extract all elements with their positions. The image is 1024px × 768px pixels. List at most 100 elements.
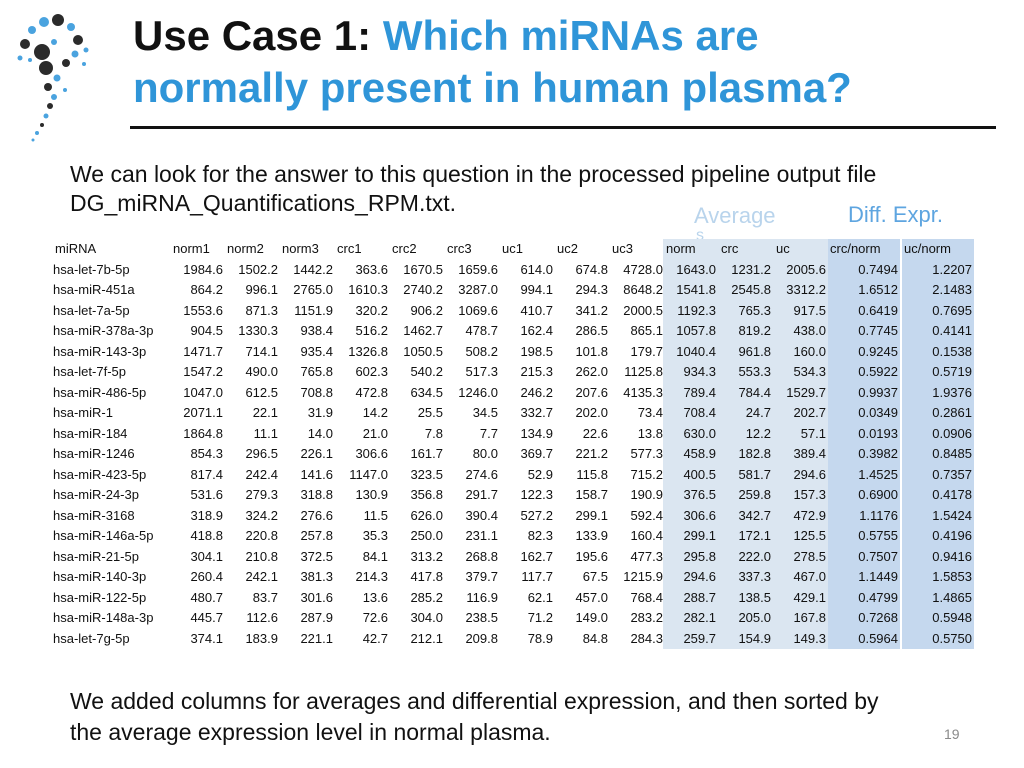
table-cell: 768.4 (630, 589, 663, 605)
table-cell: 183.9 (245, 630, 278, 646)
table-row: hsa-miR-3168 318.9 324.2 276.6 11.5 626.0 390.… (50, 505, 974, 526)
table-cell: 1246.0 (458, 384, 498, 400)
table-cell: 708.4 (663, 403, 718, 424)
table-cell: 1047.0 (183, 384, 223, 400)
table-cell: 429.1 (773, 587, 828, 608)
table-cell: 1529.7 (773, 382, 828, 403)
table-cell: 490.0 (245, 364, 278, 379)
table-cell: 205.0 (718, 608, 773, 629)
table-cell: 864.2 (190, 282, 223, 297)
table-cell: 996.1 (245, 282, 278, 297)
table-cell: 410.7 (520, 302, 553, 318)
mirna-name-cell: hsa-miR-378a-3p (53, 323, 154, 338)
table-cell: 67.5 (582, 569, 608, 584)
table-cell: 0.4196 (902, 526, 974, 547)
table-cell: 141.6 (300, 466, 333, 482)
table-row: hsa-miR-24-3p 531.6 279.3 318.8 130.9 356.8 29… (50, 485, 974, 506)
table-cell: 221.1 (300, 630, 333, 646)
table-row: hsa-let-7f-5p 1547.2 490.0 765.8 602.3 540.2 5… (50, 362, 974, 383)
table-cell: 531.6 (190, 487, 223, 502)
title-divider (130, 126, 996, 129)
table-row: hsa-miR-148a-3p 445.7 112.6 287.9 72.6 304.0 2… (50, 608, 974, 629)
table-cell: 4728.0 (623, 261, 663, 277)
table-cell: 871.3 (245, 302, 278, 318)
table-cell: 1462.7 (403, 323, 443, 338)
table-cell: 467.0 (773, 567, 828, 588)
column-header: norm3 (282, 241, 319, 256)
table-header-row: miRNA norm1 norm2 norm3 crc1 crc2 crc3 uc1 uc2 uc… (50, 239, 974, 260)
table-cell: 1.9376 (902, 382, 974, 403)
table-cell: 134.9 (520, 425, 553, 441)
table-cell: 0.3982 (828, 444, 900, 465)
table-cell: 1.2207 (902, 259, 974, 280)
table-cell: 614.0 (520, 261, 553, 277)
table-cell: 306.6 (663, 505, 718, 526)
intro-line-2: DG_miRNA_Quantifications_RPM.txt. (70, 190, 457, 216)
table-cell: 288.7 (663, 587, 718, 608)
table-cell: 381.3 (300, 569, 333, 584)
table-cell: 906.2 (410, 302, 443, 318)
table-cell: 246.2 (520, 384, 553, 400)
table-cell: 817.4 (190, 466, 223, 482)
table-cell: 0.8485 (902, 444, 974, 465)
table-cell: 262.0 (575, 364, 608, 379)
table-cell: 2765.0 (293, 282, 333, 297)
table-cell: 161.7 (410, 446, 443, 461)
table-cell: 1231.2 (718, 259, 773, 280)
page-number: 19 (944, 726, 960, 742)
mirna-name-cell: hsa-miR-486-5p (53, 384, 147, 400)
table-cell: 445.7 (190, 610, 223, 625)
table-cell: 904.5 (190, 323, 223, 338)
table-cell: 1984.6 (183, 261, 223, 277)
table-cell: 1471.7 (183, 343, 223, 359)
table-cell: 34.5 (472, 405, 498, 420)
table-cell: 477.3 (630, 548, 663, 564)
mirna-name-cell: hsa-miR-3168 (53, 507, 135, 523)
table-cell: 634.5 (410, 384, 443, 400)
column-header: norm (663, 239, 718, 260)
table-cell: 306.6 (355, 446, 388, 461)
table-row: hsa-let-7b-5p 1984.6 1502.2 1442.2 363.6 1670… (50, 259, 974, 280)
column-header: uc/norm (902, 239, 974, 260)
table-cell: 1040.4 (663, 341, 718, 362)
table-cell: 765.8 (300, 364, 333, 379)
table-cell: 630.0 (663, 423, 718, 444)
table-cell: 167.8 (773, 608, 828, 629)
table-cell: 296.5 (245, 446, 278, 461)
table-cell: 1.4865 (902, 587, 974, 608)
table-cell: 472.9 (773, 505, 828, 526)
table-cell: 279.3 (245, 487, 278, 502)
table-cell: 291.7 (465, 487, 498, 502)
table-cell: 1330.3 (238, 323, 278, 338)
table-cell: 534.3 (773, 362, 828, 383)
column-header: uc3 (612, 241, 633, 256)
table-cell: 1643.0 (663, 259, 718, 280)
table-cell: 323.5 (410, 466, 443, 482)
table-cell: 285.2 (410, 589, 443, 605)
table-cell: 259.8 (718, 485, 773, 506)
table-cell: 3287.0 (458, 282, 498, 297)
table-cell: 1541.8 (663, 280, 718, 301)
table-cell: 0.1538 (902, 341, 974, 362)
table-cell: 480.7 (190, 589, 223, 605)
table-cell: 299.1 (575, 507, 608, 523)
table-cell: 0.5719 (902, 362, 974, 383)
averages-group-header: Average s (694, 203, 776, 244)
table-row: hsa-let-7a-5p 1553.6 871.3 1151.9 320.2 906.2… (50, 300, 974, 321)
table-cell: 294.6 (663, 567, 718, 588)
table-cell: 994.1 (520, 282, 553, 297)
table-cell: 854.3 (190, 446, 223, 461)
table-cell: 865.1 (630, 323, 663, 338)
table-cell: 215.3 (520, 364, 553, 379)
table-cell: 25.5 (417, 405, 443, 420)
table-cell: 356.8 (410, 487, 443, 502)
table-cell: 7.7 (479, 425, 498, 441)
table-cell: 149.3 (773, 628, 828, 649)
table-cell: 1553.6 (183, 302, 223, 318)
mirna-name-cell: hsa-miR-451a (53, 282, 135, 297)
table-cell: 294.6 (773, 464, 828, 485)
table-cell: 458.9 (663, 444, 718, 465)
table-cell: 1215.9 (623, 569, 663, 584)
table-cell: 0.4178 (902, 485, 974, 506)
table-cell: 527.2 (520, 507, 553, 523)
